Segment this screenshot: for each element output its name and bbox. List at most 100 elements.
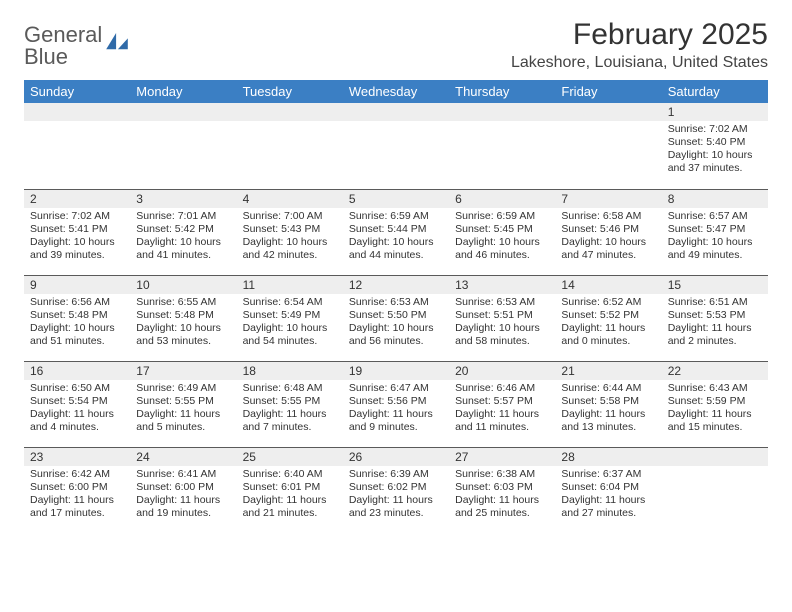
day-number: 8 — [662, 190, 768, 208]
day-cell — [449, 103, 555, 189]
day-body: Sunrise: 6:59 AMSunset: 5:44 PMDaylight:… — [343, 208, 449, 267]
day-body: Sunrise: 6:54 AMSunset: 5:49 PMDaylight:… — [237, 294, 343, 353]
location: Lakeshore, Louisiana, United States — [511, 54, 768, 72]
day-number — [343, 103, 449, 121]
day-body: Sunrise: 7:02 AMSunset: 5:40 PMDaylight:… — [662, 121, 768, 180]
day-cell: 27Sunrise: 6:38 AMSunset: 6:03 PMDayligh… — [449, 447, 555, 533]
day-cell: 28Sunrise: 6:37 AMSunset: 6:04 PMDayligh… — [555, 447, 661, 533]
day-header: Monday — [130, 80, 236, 103]
day-body: Sunrise: 6:55 AMSunset: 5:48 PMDaylight:… — [130, 294, 236, 353]
day-cell: 22Sunrise: 6:43 AMSunset: 5:59 PMDayligh… — [662, 361, 768, 447]
day-number: 18 — [237, 362, 343, 380]
day-cell: 6Sunrise: 6:59 AMSunset: 5:45 PMDaylight… — [449, 189, 555, 275]
day-cell: 26Sunrise: 6:39 AMSunset: 6:02 PMDayligh… — [343, 447, 449, 533]
day-number: 21 — [555, 362, 661, 380]
day-header: Tuesday — [237, 80, 343, 103]
day-body: Sunrise: 6:51 AMSunset: 5:53 PMDaylight:… — [662, 294, 768, 353]
day-cell: 23Sunrise: 6:42 AMSunset: 6:00 PMDayligh… — [24, 447, 130, 533]
day-body: Sunrise: 6:59 AMSunset: 5:45 PMDaylight:… — [449, 208, 555, 267]
brand-name-line1: General — [24, 24, 102, 46]
day-cell: 12Sunrise: 6:53 AMSunset: 5:50 PMDayligh… — [343, 275, 449, 361]
day-body: Sunrise: 7:02 AMSunset: 5:41 PMDaylight:… — [24, 208, 130, 267]
day-cell: 25Sunrise: 6:40 AMSunset: 6:01 PMDayligh… — [237, 447, 343, 533]
day-number — [555, 103, 661, 121]
day-number — [662, 448, 768, 466]
day-cell: 19Sunrise: 6:47 AMSunset: 5:56 PMDayligh… — [343, 361, 449, 447]
day-cell: 14Sunrise: 6:52 AMSunset: 5:52 PMDayligh… — [555, 275, 661, 361]
day-number: 24 — [130, 448, 236, 466]
day-number: 2 — [24, 190, 130, 208]
day-number: 28 — [555, 448, 661, 466]
day-number: 16 — [24, 362, 130, 380]
title-block: February 2025 Lakeshore, Louisiana, Unit… — [511, 18, 768, 72]
day-cell: 20Sunrise: 6:46 AMSunset: 5:57 PMDayligh… — [449, 361, 555, 447]
day-cell: 24Sunrise: 6:41 AMSunset: 6:00 PMDayligh… — [130, 447, 236, 533]
day-cell: 1Sunrise: 7:02 AMSunset: 5:40 PMDaylight… — [662, 103, 768, 189]
day-body: Sunrise: 6:37 AMSunset: 6:04 PMDaylight:… — [555, 466, 661, 525]
day-body: Sunrise: 6:57 AMSunset: 5:47 PMDaylight:… — [662, 208, 768, 267]
day-body: Sunrise: 6:53 AMSunset: 5:50 PMDaylight:… — [343, 294, 449, 353]
day-number — [24, 103, 130, 121]
brand-logo: General Blue — [24, 24, 128, 68]
day-body: Sunrise: 7:01 AMSunset: 5:42 PMDaylight:… — [130, 208, 236, 267]
day-cell: 21Sunrise: 6:44 AMSunset: 5:58 PMDayligh… — [555, 361, 661, 447]
day-body: Sunrise: 6:50 AMSunset: 5:54 PMDaylight:… — [24, 380, 130, 439]
day-number: 12 — [343, 276, 449, 294]
day-header: Friday — [555, 80, 661, 103]
day-body: Sunrise: 6:47 AMSunset: 5:56 PMDaylight:… — [343, 380, 449, 439]
day-cell: 4Sunrise: 7:00 AMSunset: 5:43 PMDaylight… — [237, 189, 343, 275]
day-number: 14 — [555, 276, 661, 294]
day-number: 20 — [449, 362, 555, 380]
day-number: 10 — [130, 276, 236, 294]
day-header-row: SundayMondayTuesdayWednesdayThursdayFrid… — [24, 80, 768, 103]
week-row: 16Sunrise: 6:50 AMSunset: 5:54 PMDayligh… — [24, 361, 768, 447]
day-body: Sunrise: 6:39 AMSunset: 6:02 PMDaylight:… — [343, 466, 449, 525]
day-number: 7 — [555, 190, 661, 208]
week-row: 23Sunrise: 6:42 AMSunset: 6:00 PMDayligh… — [24, 447, 768, 533]
calendar-table: SundayMondayTuesdayWednesdayThursdayFrid… — [24, 80, 768, 533]
day-body: Sunrise: 6:40 AMSunset: 6:01 PMDaylight:… — [237, 466, 343, 525]
day-cell: 16Sunrise: 6:50 AMSunset: 5:54 PMDayligh… — [24, 361, 130, 447]
day-body: Sunrise: 6:48 AMSunset: 5:55 PMDaylight:… — [237, 380, 343, 439]
day-body: Sunrise: 6:52 AMSunset: 5:52 PMDaylight:… — [555, 294, 661, 353]
brand-name-line2: Blue — [24, 46, 102, 68]
day-cell — [237, 103, 343, 189]
day-cell: 18Sunrise: 6:48 AMSunset: 5:55 PMDayligh… — [237, 361, 343, 447]
day-header: Sunday — [24, 80, 130, 103]
day-body: Sunrise: 6:44 AMSunset: 5:58 PMDaylight:… — [555, 380, 661, 439]
logo-text-block: General Blue — [24, 24, 102, 68]
day-body: Sunrise: 6:42 AMSunset: 6:00 PMDaylight:… — [24, 466, 130, 525]
header: General Blue February 2025 Lakeshore, Lo… — [24, 18, 768, 72]
day-number: 13 — [449, 276, 555, 294]
day-number: 23 — [24, 448, 130, 466]
day-body: Sunrise: 6:43 AMSunset: 5:59 PMDaylight:… — [662, 380, 768, 439]
day-number — [237, 103, 343, 121]
day-number: 5 — [343, 190, 449, 208]
day-cell: 2Sunrise: 7:02 AMSunset: 5:41 PMDaylight… — [24, 189, 130, 275]
day-number: 15 — [662, 276, 768, 294]
week-row: 9Sunrise: 6:56 AMSunset: 5:48 PMDaylight… — [24, 275, 768, 361]
day-cell — [130, 103, 236, 189]
calendar-page: General Blue February 2025 Lakeshore, Lo… — [0, 0, 792, 551]
day-cell: 13Sunrise: 6:53 AMSunset: 5:51 PMDayligh… — [449, 275, 555, 361]
day-cell: 10Sunrise: 6:55 AMSunset: 5:48 PMDayligh… — [130, 275, 236, 361]
day-cell: 9Sunrise: 6:56 AMSunset: 5:48 PMDaylight… — [24, 275, 130, 361]
day-header: Saturday — [662, 80, 768, 103]
day-cell: 11Sunrise: 6:54 AMSunset: 5:49 PMDayligh… — [237, 275, 343, 361]
day-number: 6 — [449, 190, 555, 208]
day-number: 4 — [237, 190, 343, 208]
week-row: 2Sunrise: 7:02 AMSunset: 5:41 PMDaylight… — [24, 189, 768, 275]
day-number: 11 — [237, 276, 343, 294]
day-cell: 17Sunrise: 6:49 AMSunset: 5:55 PMDayligh… — [130, 361, 236, 447]
month-title: February 2025 — [511, 18, 768, 52]
day-number: 22 — [662, 362, 768, 380]
day-body: Sunrise: 7:00 AMSunset: 5:43 PMDaylight:… — [237, 208, 343, 267]
day-number: 3 — [130, 190, 236, 208]
day-body: Sunrise: 6:49 AMSunset: 5:55 PMDaylight:… — [130, 380, 236, 439]
day-cell — [24, 103, 130, 189]
day-number: 17 — [130, 362, 236, 380]
day-header: Wednesday — [343, 80, 449, 103]
day-number: 9 — [24, 276, 130, 294]
day-cell — [662, 447, 768, 533]
day-number: 27 — [449, 448, 555, 466]
